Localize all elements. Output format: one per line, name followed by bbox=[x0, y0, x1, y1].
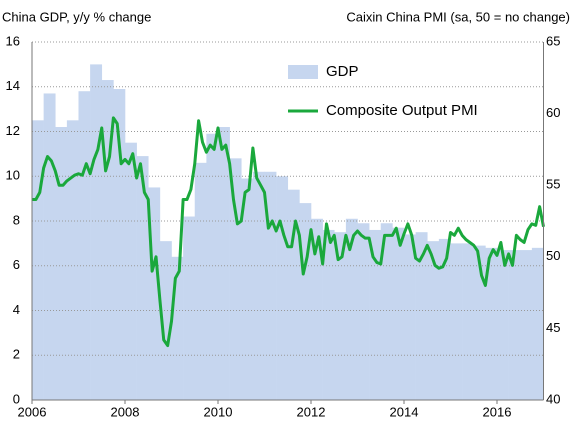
x-tick-label: 2006 bbox=[18, 404, 47, 419]
bar bbox=[311, 218, 323, 400]
bar bbox=[90, 64, 103, 400]
y-tick-label: 2 bbox=[13, 347, 20, 362]
bar bbox=[531, 247, 544, 400]
bar bbox=[113, 88, 126, 401]
bar bbox=[55, 127, 68, 401]
bar bbox=[345, 218, 358, 400]
legend-label: Composite Output PMI bbox=[326, 102, 478, 119]
bar bbox=[438, 238, 451, 400]
y2-axis-title: Caixin China PMI (sa, 50 = no change) bbox=[346, 9, 570, 24]
bar bbox=[78, 91, 91, 400]
y-tick-label: 10 bbox=[6, 168, 20, 183]
y-tick-label: 4 bbox=[13, 302, 20, 317]
bar bbox=[101, 80, 114, 400]
bar bbox=[264, 171, 277, 400]
bar bbox=[276, 176, 289, 400]
bar bbox=[32, 120, 44, 400]
bar bbox=[206, 133, 219, 401]
x-tick-label: 2016 bbox=[483, 404, 512, 419]
bar bbox=[450, 243, 463, 400]
bar bbox=[473, 245, 486, 400]
y2-tick-label: 55 bbox=[546, 177, 560, 192]
bar bbox=[229, 158, 242, 400]
y2-tick-label: 60 bbox=[546, 105, 560, 120]
bar bbox=[125, 142, 137, 400]
y-tick-label: 6 bbox=[13, 257, 20, 272]
y2-tick-label: 40 bbox=[546, 391, 560, 406]
bar bbox=[159, 241, 172, 400]
bar bbox=[485, 247, 498, 400]
pmi-line bbox=[32, 116, 545, 348]
bar bbox=[369, 229, 382, 400]
x-tick-label: 2008 bbox=[111, 404, 140, 419]
bar bbox=[357, 223, 370, 400]
y2-tick-label: 50 bbox=[546, 248, 560, 263]
bar bbox=[427, 241, 440, 400]
y-tick-label: 8 bbox=[13, 212, 20, 227]
y-tick-label: 0 bbox=[13, 391, 20, 406]
bar bbox=[508, 250, 521, 400]
bar bbox=[183, 216, 196, 400]
bar bbox=[241, 178, 254, 400]
bar bbox=[334, 232, 347, 400]
bar bbox=[520, 250, 533, 400]
bar bbox=[497, 250, 509, 400]
x-tick-label: 2014 bbox=[390, 404, 419, 419]
x-tick-label: 2012 bbox=[297, 404, 326, 419]
y-tick-label: 12 bbox=[6, 123, 20, 138]
legend-label: GDP bbox=[326, 63, 359, 80]
bar bbox=[194, 162, 207, 400]
bar bbox=[392, 227, 405, 400]
y-tick-label: 14 bbox=[6, 78, 20, 93]
bar bbox=[322, 229, 335, 400]
bar bbox=[218, 127, 230, 401]
legend-swatch bbox=[288, 65, 318, 79]
y2-tick-label: 65 bbox=[546, 33, 560, 48]
bar bbox=[380, 223, 393, 400]
y-tick-label: 16 bbox=[6, 33, 20, 48]
bar bbox=[287, 189, 300, 400]
bar bbox=[252, 171, 265, 400]
y-axis-title: China GDP, y/y % change bbox=[2, 9, 151, 24]
bar bbox=[66, 120, 79, 400]
bar bbox=[43, 93, 56, 401]
bar bbox=[136, 156, 149, 400]
bar bbox=[171, 256, 184, 400]
bar bbox=[299, 203, 312, 400]
bar bbox=[415, 232, 428, 400]
y2-tick-label: 45 bbox=[546, 320, 560, 335]
bar bbox=[462, 243, 475, 400]
bar bbox=[404, 234, 416, 400]
bar bbox=[148, 187, 161, 400]
x-tick-label: 2010 bbox=[204, 404, 233, 419]
